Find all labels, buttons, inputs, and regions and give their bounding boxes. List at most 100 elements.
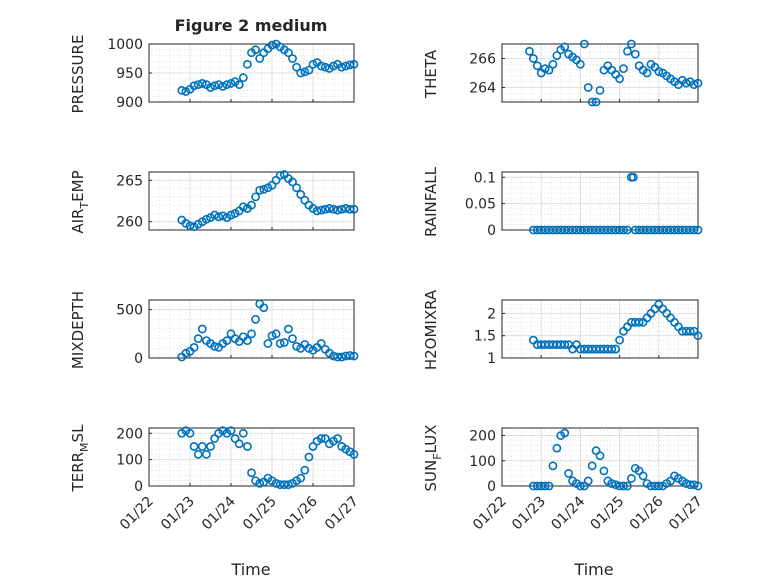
ytick-label: 0	[487, 479, 496, 495]
data-point	[210, 210, 219, 220]
data-point	[304, 343, 314, 353]
axes-border	[501, 427, 699, 487]
data-point	[189, 81, 199, 91]
data-point	[247, 200, 256, 210]
data-point	[341, 61, 351, 71]
ytick-label: 1000	[107, 37, 143, 53]
data-point	[607, 344, 617, 354]
axes-pressure: 900 950 1000	[107, 37, 359, 111]
ytick-label: 900	[116, 95, 143, 111]
series-rainfall	[528, 172, 703, 235]
data-point	[210, 434, 219, 443]
series-terr_msl	[177, 426, 359, 490]
data-point	[329, 61, 338, 71]
ytick-label: 266	[469, 52, 496, 68]
data-point	[247, 468, 256, 478]
data-point	[206, 442, 215, 451]
data-point	[292, 183, 301, 193]
data-point	[685, 326, 695, 336]
data-point	[654, 481, 664, 491]
data-point	[197, 442, 207, 451]
data-point	[283, 324, 293, 334]
ylabel-sun-flux: SUNFLUX	[422, 425, 444, 492]
data-point	[642, 68, 652, 78]
data-point	[654, 67, 664, 76]
axes-border	[148, 299, 355, 359]
ytick-label: 2	[487, 306, 496, 322]
data-point	[320, 62, 330, 72]
data-point	[583, 83, 593, 92]
series-h2omixra	[528, 300, 703, 354]
ytick-label: 1	[487, 351, 496, 367]
data-point	[226, 210, 236, 220]
data-point	[619, 481, 628, 491]
data-point	[693, 331, 703, 341]
data-point	[308, 59, 318, 69]
data-point	[201, 214, 211, 224]
data-point	[341, 351, 351, 361]
ytick-label: 200	[469, 429, 496, 445]
data-point	[689, 80, 699, 89]
data-point	[619, 64, 628, 74]
data-point	[275, 170, 285, 180]
data-point	[210, 341, 219, 351]
ytick-label: 0.1	[474, 170, 496, 186]
data-point	[587, 461, 597, 471]
data-point	[579, 39, 589, 49]
data-point	[324, 204, 334, 213]
data-point	[333, 352, 342, 362]
data-point	[693, 225, 703, 235]
data-point	[242, 59, 252, 69]
axes-mixdepth: 0 500	[116, 299, 359, 367]
data-point	[329, 204, 338, 214]
data-point	[316, 434, 326, 443]
data-point	[611, 480, 621, 490]
ylabel-pressure: PRESSURE	[69, 35, 87, 114]
data-point	[242, 442, 252, 451]
data-point	[197, 79, 207, 88]
data-point	[267, 40, 277, 50]
data-point	[230, 434, 240, 443]
series-pressure	[177, 39, 359, 96]
data-point	[234, 80, 244, 89]
data-point	[540, 481, 550, 491]
data-point	[206, 83, 215, 92]
data-point	[320, 434, 330, 443]
data-point	[626, 474, 636, 483]
data-point	[312, 206, 322, 216]
data-point	[308, 442, 318, 451]
data-point	[181, 348, 191, 358]
data-point	[185, 428, 195, 438]
ytick-label: 200	[116, 426, 143, 442]
data-point	[337, 204, 347, 214]
data-point	[275, 480, 285, 490]
data-point	[251, 314, 260, 324]
data-point	[193, 334, 203, 344]
data-point	[304, 452, 314, 462]
ytick-label: 100	[116, 453, 143, 469]
data-point	[242, 336, 252, 345]
ytick-label: 1.5	[474, 329, 496, 345]
data-point	[564, 468, 574, 478]
data-point	[197, 324, 207, 334]
ylabel-rainfall: RAINFALL	[422, 166, 440, 237]
data-point	[634, 317, 644, 327]
data-point	[271, 478, 281, 488]
data-point	[255, 478, 265, 488]
data-point	[316, 205, 326, 215]
data-point	[528, 54, 538, 63]
ytick-label: 0	[487, 223, 496, 239]
data-point	[177, 86, 187, 95]
data-point	[345, 204, 355, 214]
data-point	[263, 339, 273, 348]
data-point	[296, 473, 306, 483]
data-point	[611, 344, 621, 354]
series-air_temp	[177, 170, 359, 232]
data-point	[693, 78, 703, 88]
data-point	[587, 97, 597, 107]
ytick-label: 264	[469, 81, 496, 97]
data-point	[226, 79, 236, 88]
data-point	[189, 442, 199, 451]
data-point	[560, 42, 570, 52]
axes-border	[148, 427, 355, 487]
